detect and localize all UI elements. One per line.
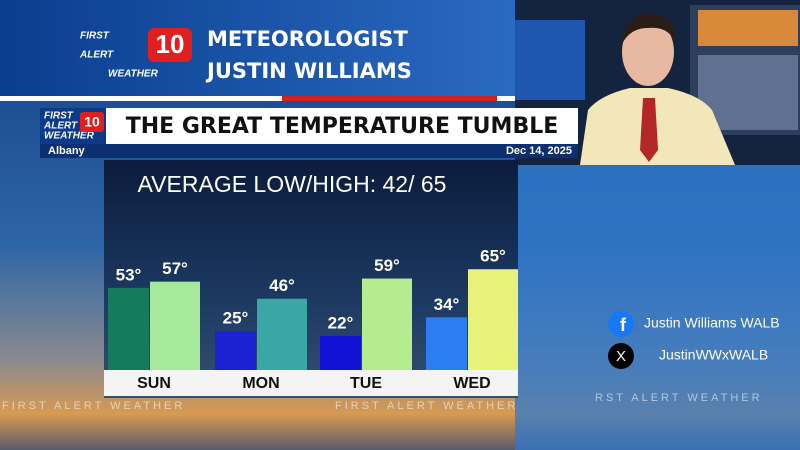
studio-wall <box>515 20 585 100</box>
chart-title: AVERAGE LOW/HIGH: 42/ 65 <box>138 171 447 197</box>
presenter-head <box>622 18 674 86</box>
logo-text: FIRST <box>44 111 74 122</box>
value-label: 34° <box>434 295 460 314</box>
side-panel <box>515 165 800 450</box>
logo-number: 10 <box>84 114 100 130</box>
x-handle: JustinWWxWALB <box>659 347 768 363</box>
logo-text: ALERT <box>43 121 78 132</box>
logo-text: WEATHER <box>44 131 95 142</box>
x-tick-label: MON <box>242 375 279 392</box>
facebook-handle: Justin Williams WALB <box>644 315 780 331</box>
x-icon <box>608 343 634 369</box>
graphic-subbar <box>40 144 578 158</box>
logo-text: ALERT <box>79 50 114 61</box>
x-tick-label: SUN <box>137 375 171 392</box>
x-tick-label: WED <box>453 375 490 392</box>
graphic-title: THE GREAT TEMPERATURE TUMBLE <box>126 114 559 139</box>
monitor-screen <box>698 10 798 46</box>
presenter-role: METEOROLOGIST <box>207 27 408 51</box>
value-label: 59° <box>374 256 400 275</box>
banner-rule <box>0 96 515 101</box>
value-label: 46° <box>269 276 295 295</box>
facebook-icon <box>608 311 634 337</box>
logo-text: WEATHER <box>108 69 159 80</box>
logo-badge <box>80 112 104 132</box>
x-icon-glyph: X <box>616 348 626 365</box>
bar <box>215 331 256 370</box>
video-inset <box>515 0 800 165</box>
banner-rule-red <box>282 96 497 101</box>
ticker-text: FIRST ALERT WEATHER <box>2 400 185 412</box>
bar <box>320 335 361 370</box>
bars: 53° 57° SUN 25° 46° MON 22° 59° TUE 34° 65° WED <box>108 247 518 392</box>
bar <box>150 281 200 370</box>
value-label: 53° <box>116 265 142 284</box>
value-label: 65° <box>480 247 506 266</box>
value-label: 25° <box>223 309 249 328</box>
location: Albany <box>48 145 86 157</box>
graphic-title-bar <box>40 108 578 144</box>
bar <box>257 298 307 370</box>
logo-badge <box>148 28 192 62</box>
bar <box>468 269 518 370</box>
logo-number: 10 <box>156 29 185 59</box>
day-strip <box>104 370 518 396</box>
presenter-tie <box>640 98 658 162</box>
presenter-hair <box>622 14 676 44</box>
presenter-shirt <box>580 88 735 165</box>
top-banner <box>0 0 515 98</box>
bar <box>362 278 412 370</box>
x-tick-label: TUE <box>350 375 382 392</box>
bar <box>426 317 467 370</box>
ticker-text: RST ALERT WEATHER <box>595 392 763 404</box>
value-label: 57° <box>162 259 188 278</box>
value-label: 22° <box>328 313 354 332</box>
presenter-name: JUSTIN WILLIAMS <box>205 59 412 83</box>
facebook-icon-glyph: f <box>620 315 627 335</box>
logo-text: FIRST <box>80 31 110 42</box>
bar <box>108 287 149 370</box>
ticker-text: FIRST ALERT WEATHER <box>335 400 518 412</box>
date: Dec 14, 2025 <box>506 145 572 157</box>
